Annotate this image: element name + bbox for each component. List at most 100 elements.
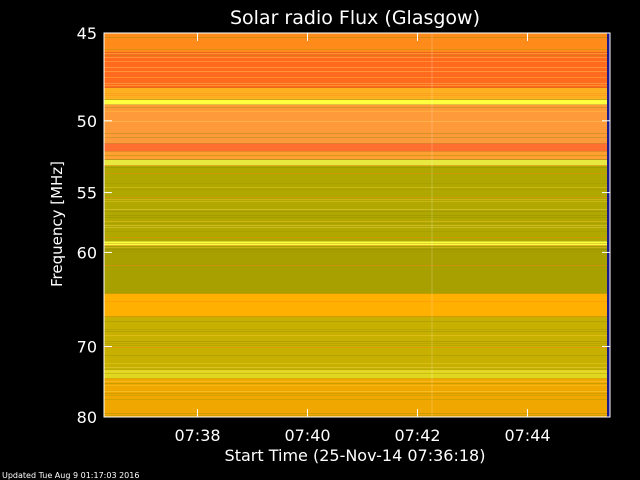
- heatmap-band: [104, 378, 610, 417]
- heatmap-texture: [104, 367, 610, 368]
- heatmap-band: [104, 369, 610, 379]
- heatmap-texture: [104, 395, 610, 396]
- heatmap-texture: [104, 55, 610, 56]
- y-tick-label: 70: [77, 337, 97, 356]
- heatmap-band: [104, 99, 610, 105]
- heatmap-texture: [104, 383, 610, 384]
- heatmap-texture: [104, 413, 610, 414]
- heatmap-texture: [104, 99, 610, 100]
- heatmap-texture: [104, 93, 610, 94]
- heatmap-texture: [104, 247, 610, 248]
- heatmap-texture: [104, 67, 610, 68]
- heatmap-area: [104, 33, 610, 417]
- heatmap-texture: [104, 355, 610, 356]
- heatmap-texture: [104, 215, 610, 216]
- heatmap-texture: [104, 231, 610, 232]
- heatmap-texture: [104, 43, 610, 44]
- axes: 45 50 55 60 70 80 07:38 07:40 07:42 07:44: [77, 24, 611, 445]
- heatmap-texture: [104, 183, 610, 184]
- heatmap-texture: [104, 187, 610, 188]
- heatmap-texture: [104, 209, 610, 210]
- y-axis-label: Frequency [MHz]: [48, 161, 66, 287]
- heatmap-texture: [104, 371, 610, 372]
- heatmap-texture: [104, 335, 610, 336]
- heatmap-texture: [104, 363, 610, 364]
- heatmap-texture: [104, 245, 610, 246]
- heatmap-texture: [104, 189, 610, 190]
- heatmap-texture: [104, 251, 610, 252]
- heatmap-texture: [104, 107, 610, 108]
- heatmap-texture: [104, 399, 610, 400]
- heatmap-band: [104, 87, 610, 100]
- updated-timestamp: Updated Tue Aug 9 01:17:03 2016: [2, 471, 139, 480]
- y-tick-label: 60: [77, 243, 97, 262]
- heatmap-texture: [104, 211, 610, 212]
- x-axis-label: Start Time (25-Nov-14 07:36:18): [225, 446, 486, 465]
- heatmap-band: [104, 159, 610, 166]
- chart-title: Solar radio Flux (Glasgow): [230, 7, 480, 29]
- heatmap-texture: [104, 301, 610, 302]
- heatmap-band: [104, 165, 610, 242]
- y-tick-label: 50: [77, 112, 97, 131]
- x-tick-label: 07:38: [174, 426, 220, 445]
- heatmap-texture: [104, 71, 610, 72]
- heatmap-texture: [104, 83, 610, 84]
- heatmap-texture: [104, 243, 610, 244]
- heatmap-texture: [104, 159, 610, 160]
- heatmap-band: [104, 245, 610, 294]
- heatmap-band: [104, 316, 610, 370]
- plot-frame: [103, 32, 611, 418]
- heatmap-texture: [104, 391, 610, 392]
- heatmap-texture: [104, 381, 610, 382]
- heatmap-texture: [104, 121, 610, 122]
- heatmap-texture: [104, 197, 610, 198]
- heatmap-texture: [104, 95, 610, 96]
- heatmap-texture: [104, 331, 610, 332]
- heatmap-texture: [104, 85, 610, 86]
- heatmap-texture: [104, 217, 610, 218]
- y-tick-label: 55: [77, 184, 97, 203]
- heatmap-texture: [104, 345, 610, 346]
- heatmap-texture: [104, 201, 610, 202]
- heatmap-texture: [104, 227, 610, 228]
- heatmap-texture: [104, 385, 610, 386]
- heatmap-band: [104, 293, 610, 317]
- edge-strip: [607, 33, 610, 417]
- heatmap-texture: [104, 133, 610, 134]
- heatmap-texture: [104, 225, 610, 226]
- x-tick-label: 07:44: [504, 426, 550, 445]
- heatmap-texture: [104, 393, 610, 394]
- heatmap-texture: [104, 57, 610, 58]
- heatmap-texture: [104, 341, 610, 342]
- time-discontinuity: [431, 33, 433, 417]
- heatmap-texture: [104, 265, 610, 266]
- heatmap-texture: [104, 199, 610, 200]
- heatmap-texture: [104, 53, 610, 54]
- y-tick-label: 45: [77, 24, 97, 43]
- heatmap-texture: [104, 167, 610, 168]
- x-tick-label: 07:40: [284, 426, 330, 445]
- heatmap-texture: [104, 321, 610, 322]
- heatmap-texture: [104, 343, 610, 344]
- heatmap-texture: [104, 347, 610, 348]
- heatmap-texture: [104, 415, 610, 416]
- heatmap-texture: [104, 37, 610, 38]
- heatmap-texture: [104, 49, 610, 50]
- heatmap-texture: [104, 61, 610, 62]
- heatmap-texture: [104, 223, 610, 224]
- heatmap-band: [104, 33, 610, 53]
- heatmap-band: [104, 151, 610, 160]
- heatmap-texture: [104, 77, 610, 78]
- y-tick-label: 80: [77, 408, 97, 427]
- heatmap-texture: [104, 249, 610, 250]
- heatmap-texture: [104, 221, 610, 222]
- x-tick-label: 07:42: [394, 426, 440, 445]
- heatmap-band: [104, 143, 610, 152]
- heatmap-texture: [104, 137, 610, 138]
- heatmap-band: [104, 241, 610, 246]
- heatmap-texture: [104, 173, 610, 174]
- heatmap-texture: [104, 155, 610, 156]
- heatmap-texture: [104, 165, 610, 166]
- heatmap-band: [104, 52, 610, 88]
